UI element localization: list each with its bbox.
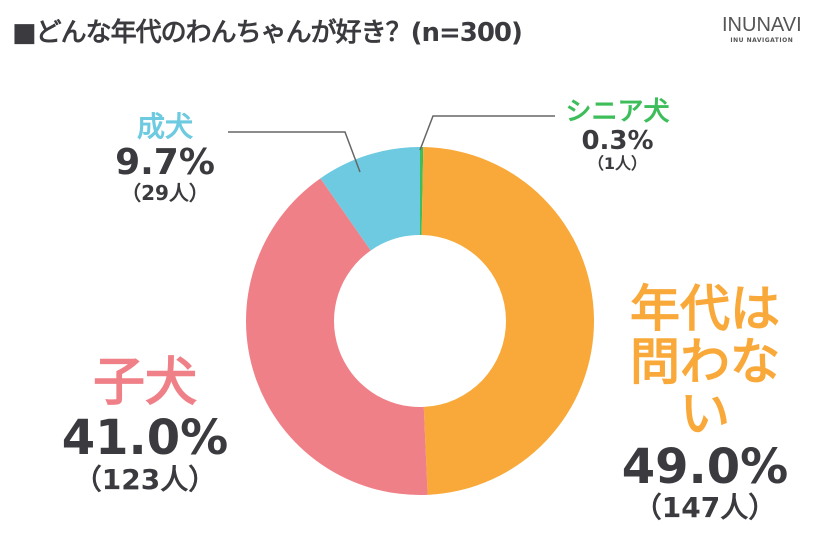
logo-sub: INU NAVIGATION xyxy=(730,37,794,44)
label-puppy: 子犬 41.0% （123人） xyxy=(45,353,245,496)
slice-any-age xyxy=(421,147,594,495)
slice-senior xyxy=(420,147,424,236)
label-adult-name: 成犬 xyxy=(136,110,193,143)
label-senior-count: （1人） xyxy=(587,154,648,174)
leader-line-adult xyxy=(228,131,361,173)
label-puppy-count: （123人） xyxy=(73,462,217,496)
slice-puppy xyxy=(246,178,428,495)
label-senior-name: シニア犬 xyxy=(565,97,670,127)
leader-line-senior xyxy=(419,115,555,151)
slice-adult xyxy=(320,147,420,251)
label-any-age-name: 年代は問わない xyxy=(630,280,780,443)
label-adult-percent: 9.7% xyxy=(115,141,215,183)
label-any-age-count: （147人） xyxy=(633,491,777,525)
label-puppy-name: 子犬 xyxy=(92,353,197,413)
label-adult: 成犬 9.7% （29人） xyxy=(100,110,230,206)
label-senior: シニア犬 0.3% （1人） xyxy=(555,98,680,173)
label-puppy-percent: 41.0% xyxy=(61,410,229,467)
label-any-age: 年代は問わない 49.0% （147人） xyxy=(600,283,810,524)
label-adult-count: （29人） xyxy=(121,181,209,206)
inunavi-logo: INUNAVI INU NAVIGATION xyxy=(722,14,802,44)
label-senior-percent: 0.3% xyxy=(581,125,654,156)
label-any-age-percent: 49.0% xyxy=(621,438,789,495)
logo-main: INUNAVI xyxy=(722,14,802,36)
chart-title: ■どんな年代のわんちゃんが好き？(n=300) xyxy=(12,18,523,48)
